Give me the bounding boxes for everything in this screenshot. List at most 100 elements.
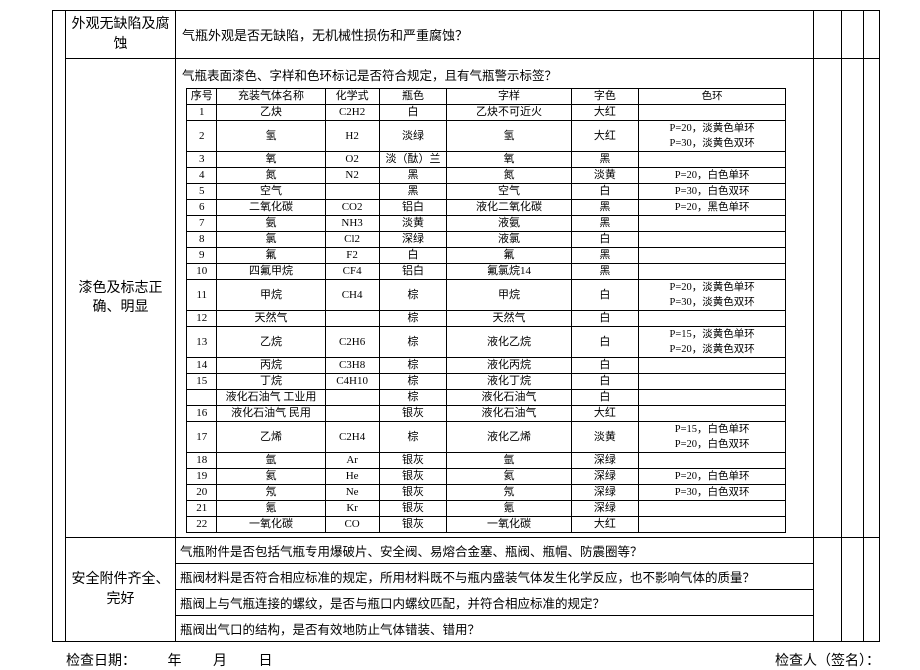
cell: O2: [325, 152, 379, 168]
cell: 银灰: [379, 406, 447, 422]
cell: 氧: [217, 152, 325, 168]
cell: 淡（酞）兰: [379, 152, 447, 168]
safety-item: 瓶阀出气口的结构，是否有效地防止气体错装、错用？: [176, 616, 813, 641]
check-col-3a[interactable]: [814, 538, 842, 641]
ring-cell: P=20，淡黄色单环P=30，淡黄色双环: [639, 121, 786, 152]
cell: 白: [571, 374, 639, 390]
cell: 淡黄: [571, 422, 639, 453]
cell: 天然气: [217, 311, 325, 327]
cell: 黑: [379, 184, 447, 200]
ring-cell: [639, 358, 786, 374]
th-ring: 色环: [639, 89, 786, 105]
check-col-1c[interactable]: [864, 11, 880, 58]
cat-paint: 漆色及标志正确、明显: [66, 59, 176, 537]
cell: 氦: [217, 469, 325, 485]
cell: 液氯: [447, 232, 571, 248]
cell: 氮: [447, 168, 571, 184]
table-row: 18氩Ar银灰氩深绿: [187, 453, 786, 469]
cell: 氩: [217, 453, 325, 469]
cell: CF4: [325, 264, 379, 280]
cell: 乙炔不可近火: [447, 105, 571, 121]
th-text: 字样: [447, 89, 571, 105]
cell: 20: [187, 485, 217, 501]
th-idx: 序号: [187, 89, 217, 105]
check-col-2b[interactable]: [842, 59, 864, 537]
table-row: 15丁烷C4H10棕液化丁烷白: [187, 374, 786, 390]
cell: 淡黄: [379, 216, 447, 232]
cell: 氢: [217, 121, 325, 152]
cell: 白: [571, 232, 639, 248]
cell: [325, 184, 379, 200]
cell: 22: [187, 517, 217, 533]
cell: 氧: [447, 152, 571, 168]
ring-cell: P=20，淡黄色单环P=30，淡黄色双环: [639, 280, 786, 311]
cell: 棕: [379, 358, 447, 374]
ring-cell: P=15，白色单环P=20，白色双环: [639, 422, 786, 453]
cell: N2: [325, 168, 379, 184]
table-row: 16液化石油气 民用银灰液化石油气大红: [187, 406, 786, 422]
cell: 7: [187, 216, 217, 232]
cell: 白: [379, 248, 447, 264]
cell: 乙烯: [217, 422, 325, 453]
cell: 液化丁烷: [447, 374, 571, 390]
cell: 氖: [447, 485, 571, 501]
row-safety: 安全附件齐全、完好 气瓶附件是否包括气瓶专用爆破片、安全阀、易熔合金塞、瓶阀、瓶…: [66, 538, 880, 641]
cell: [325, 406, 379, 422]
ring-cell: [639, 453, 786, 469]
check-col-3c[interactable]: [864, 538, 880, 641]
cell: 一氧化碳: [217, 517, 325, 533]
cell: 大红: [571, 517, 639, 533]
th-chem: 化学式: [325, 89, 379, 105]
cell: 白: [571, 280, 639, 311]
cell: 大红: [571, 121, 639, 152]
cell: F2: [325, 248, 379, 264]
check-col-1a[interactable]: [814, 11, 842, 58]
cell: 氟: [217, 248, 325, 264]
cell: H2: [325, 121, 379, 152]
cell: 6: [187, 200, 217, 216]
cell: 液化丙烷: [447, 358, 571, 374]
check-col-3b[interactable]: [842, 538, 864, 641]
ring-cell: [639, 311, 786, 327]
cell: 白: [571, 358, 639, 374]
cell: 白: [571, 311, 639, 327]
check-col-2c[interactable]: [864, 59, 880, 537]
cell: 空气: [447, 184, 571, 200]
ring-cell: [639, 390, 786, 406]
table-row: 8氯Cl2深绿液氯白: [187, 232, 786, 248]
cell: 铝白: [379, 264, 447, 280]
cell: 黑: [571, 264, 639, 280]
cell: 银灰: [379, 453, 447, 469]
check-col-2a[interactable]: [814, 59, 842, 537]
cell: 液氨: [447, 216, 571, 232]
cell: 19: [187, 469, 217, 485]
cell: C2H6: [325, 327, 379, 358]
cell: Kr: [325, 501, 379, 517]
cell: 铝白: [379, 200, 447, 216]
cell: 氪: [447, 501, 571, 517]
table-row: 11甲烷CH4棕甲烷白P=20，淡黄色单环P=30，淡黄色双环: [187, 280, 786, 311]
cell: 黑: [379, 168, 447, 184]
cell: 甲烷: [217, 280, 325, 311]
cell: 天然气: [447, 311, 571, 327]
cell: C2H4: [325, 422, 379, 453]
cell: 液化石油气 民用: [217, 406, 325, 422]
cell: 银灰: [379, 469, 447, 485]
cell: 3: [187, 152, 217, 168]
cell: 17: [187, 422, 217, 453]
check-col-1b[interactable]: [842, 11, 864, 58]
month-label: 月: [213, 654, 227, 669]
cell: NH3: [325, 216, 379, 232]
cell: 淡黄: [571, 168, 639, 184]
table-row: 17乙烯C2H4棕液化乙烯淡黄P=15，白色单环P=20，白色双环: [187, 422, 786, 453]
cell: 淡绿: [379, 121, 447, 152]
cell: 棕: [379, 390, 447, 406]
cell: 甲烷: [447, 280, 571, 311]
cell: CH4: [325, 280, 379, 311]
cell: 氦: [447, 469, 571, 485]
cell: 4: [187, 168, 217, 184]
gas-table: 序号 充装气体名称 化学式 瓶色 字样 字色 色环 1乙炔C2H2白乙炔不可近火…: [186, 88, 786, 533]
cell: 1: [187, 105, 217, 121]
ring-cell: P=20，白色单环: [639, 469, 786, 485]
paint-title: 气瓶表面漆色、字样和色环标记是否符合规定，且有气瓶警示标签？: [182, 65, 807, 84]
